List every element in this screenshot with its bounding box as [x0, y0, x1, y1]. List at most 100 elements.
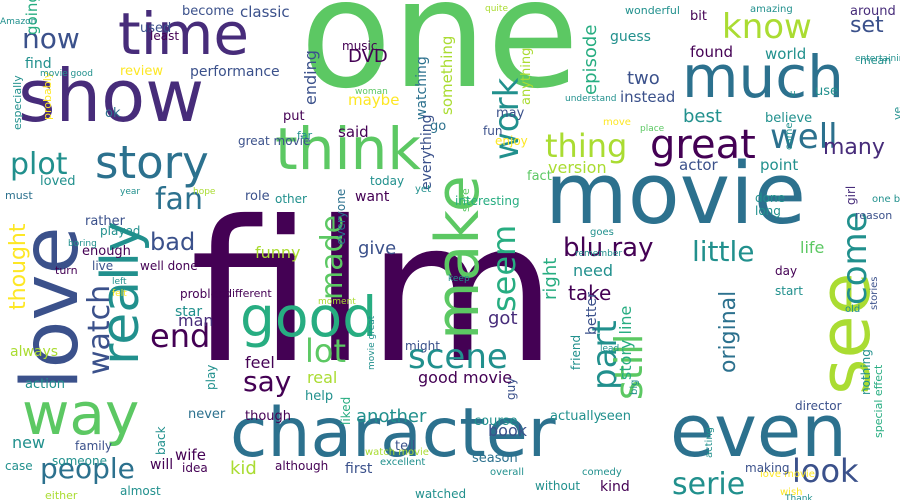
word-place: place — [640, 124, 665, 134]
word-movie: movie — [545, 145, 807, 244]
word-great: great — [650, 122, 756, 168]
word-many: many — [823, 135, 885, 160]
word-feel: feel — [245, 353, 275, 372]
word-blu-ray: blu ray — [563, 233, 654, 263]
word-review: review — [120, 64, 163, 79]
word-mean: mean — [860, 54, 892, 67]
word-day: day — [775, 264, 798, 278]
word-say: say — [243, 365, 292, 398]
word-find: find — [25, 56, 52, 72]
word-new: new — [12, 433, 46, 452]
word-special-effect: special effect — [872, 364, 885, 438]
word-one: one — [300, 0, 580, 122]
word-use: use — [815, 84, 839, 99]
word-scene: scene — [408, 337, 508, 377]
word-right: right — [540, 257, 561, 300]
word-director: director — [795, 399, 842, 413]
word-remember: remember — [575, 249, 623, 259]
word-said: said — [338, 123, 369, 141]
word-now: now — [22, 22, 80, 55]
word-course: course — [474, 414, 518, 429]
word-put: put — [283, 109, 305, 124]
word-played: played — [100, 224, 141, 238]
word-performance: performance — [190, 64, 280, 80]
word-different: different — [225, 287, 272, 300]
word-goes: goes — [590, 227, 614, 238]
word-wish: wish — [780, 487, 803, 498]
word-help: help — [305, 389, 334, 404]
word-everyone: everyone — [334, 188, 348, 245]
word-love-movie: love movie — [760, 469, 815, 480]
word-wonderful: wonderful — [625, 4, 680, 17]
word-real: real — [307, 368, 338, 387]
word-year: year — [120, 187, 141, 197]
word-rather: rather — [85, 214, 125, 229]
word-found: found — [690, 43, 733, 61]
word-better: better — [584, 292, 600, 335]
word-thought: thought — [6, 223, 31, 310]
word-two: two — [627, 68, 660, 89]
word-old: old — [845, 304, 861, 315]
word-nothing: nothing — [859, 349, 873, 395]
word-play: play — [204, 364, 218, 390]
word-ok: ok — [105, 106, 121, 121]
word-good: good — [240, 285, 378, 349]
word-left: left — [112, 277, 127, 287]
word-role: role — [245, 189, 270, 204]
word-time: time — [118, 0, 250, 68]
word-always: always — [10, 344, 59, 360]
word-actually: actually — [550, 409, 602, 424]
word-world: world — [765, 45, 807, 63]
word-fan: fan — [155, 182, 203, 217]
word-plot: plot — [10, 147, 68, 182]
word-loved: loved — [40, 174, 76, 189]
word-first: first — [345, 461, 373, 477]
word-must: must — [5, 189, 33, 202]
word-excellent: excellent — [380, 457, 426, 468]
word-people: people — [40, 452, 135, 485]
word-original: original — [716, 290, 741, 373]
word-case: case — [5, 459, 33, 473]
word-reason: reason — [855, 209, 893, 222]
word-want: want — [355, 189, 390, 205]
word-watch: watch — [82, 284, 117, 375]
word-understand: understand — [565, 94, 617, 104]
word-u: u — [790, 89, 796, 99]
word-enjoy: enjoy — [495, 134, 528, 148]
word-may: may — [496, 106, 525, 121]
word-become: become — [182, 4, 235, 19]
word-well-done: well done — [140, 259, 198, 273]
word-seem: seem — [485, 224, 523, 312]
word-come: come — [835, 211, 875, 305]
word-interesting: interesting — [455, 194, 520, 208]
word-lead: lead — [600, 344, 620, 354]
word-least: least — [150, 29, 180, 43]
word-give: give — [358, 238, 397, 259]
word-watched: watched — [415, 487, 467, 500]
word-amazon: Amazon — [0, 17, 37, 27]
word-big: big — [629, 379, 640, 395]
word-amazing: amazing — [750, 4, 793, 15]
word-point: point — [760, 156, 799, 174]
word-good-movie: good movie — [418, 368, 513, 387]
word-though: though — [245, 409, 292, 424]
word-think: think — [275, 115, 421, 183]
word-star: star — [175, 304, 203, 320]
word-life: life — [800, 238, 825, 257]
word-end: end — [150, 317, 211, 355]
word-best: best — [683, 106, 722, 127]
word-know: know — [722, 7, 812, 47]
word-much: much — [682, 43, 844, 111]
word-version: version — [548, 158, 607, 177]
word-turn: turn — [55, 264, 78, 277]
word-live: live — [92, 259, 114, 273]
word-story-line: story line — [616, 305, 635, 380]
word-thank: Thank — [785, 494, 813, 500]
word-go: go — [430, 119, 447, 134]
word-boring: boring — [68, 239, 97, 249]
word-bad: bad — [150, 228, 196, 256]
word-got: got — [488, 308, 518, 329]
word-set: set — [850, 13, 884, 38]
word-overall: overall — [490, 467, 524, 478]
